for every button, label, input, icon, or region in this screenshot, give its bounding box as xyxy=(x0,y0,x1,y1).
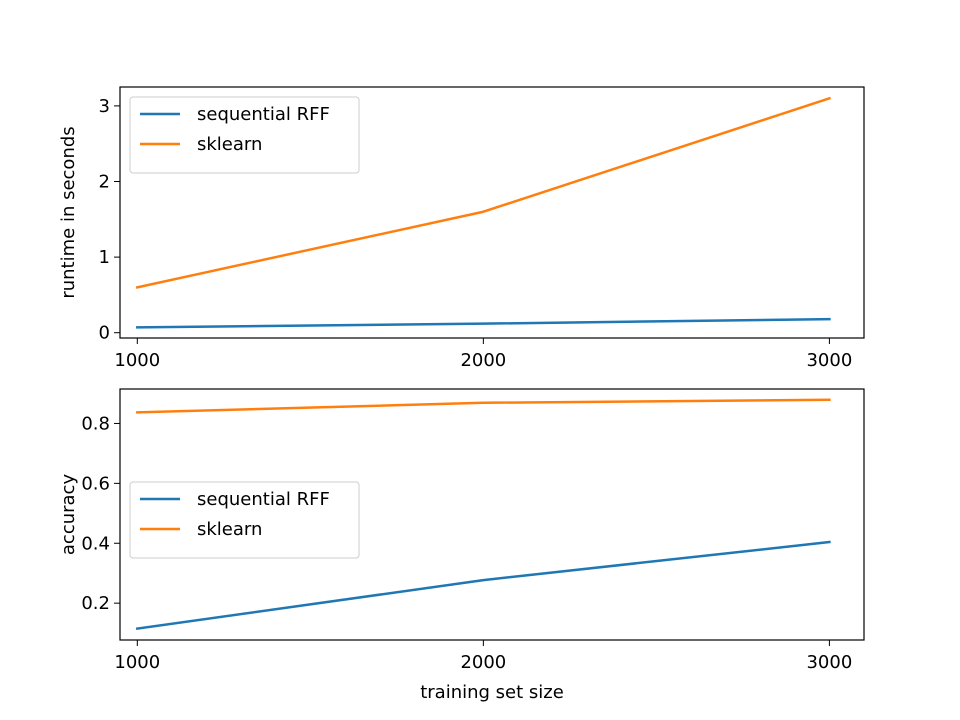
x-tick-label: 1000 xyxy=(114,652,160,673)
accuracy-subplot: 1000 2000 3000 0.2 0.4 0.6 0.8 accuracy training… xyxy=(58,388,865,703)
x-tick-label: 3000 xyxy=(806,652,852,673)
y-tick-label: 3 xyxy=(99,96,110,117)
legend-label-sequential-rff: sequential RFF xyxy=(197,489,330,510)
x-tick-label: 2000 xyxy=(460,350,506,371)
legend-label-sklearn: sklearn xyxy=(197,134,262,155)
axes-frame xyxy=(119,86,865,339)
x-axis-label: training set size xyxy=(420,682,564,703)
y-tick-label: 0.8 xyxy=(81,413,110,434)
legend: sequential RFF sklearn xyxy=(129,96,360,174)
legend-box xyxy=(129,96,360,174)
x-tick-label: 3000 xyxy=(806,350,852,371)
legend-label-sklearn: sklearn xyxy=(197,519,262,540)
y-tick-label: 0.2 xyxy=(81,593,110,614)
runtime-subplot: 1000 2000 3000 0 1 2 3 runtime in seconds sequen… xyxy=(58,86,865,371)
y-tick-label: 0 xyxy=(99,323,110,344)
legend-box xyxy=(129,481,360,559)
x-tick-label: 2000 xyxy=(460,652,506,673)
axes-frame xyxy=(119,388,865,641)
x-tick-label: 1000 xyxy=(114,350,160,371)
y-axis-label: accuracy xyxy=(58,474,79,556)
y-tick-label: 1 xyxy=(99,247,110,268)
legend-label-sequential-rff: sequential RFF xyxy=(197,104,330,125)
y-tick-label: 2 xyxy=(99,172,110,193)
y-axis-label: runtime in seconds xyxy=(58,126,79,298)
legend: sequential RFF sklearn xyxy=(129,481,360,559)
series-line-sequential-rff xyxy=(136,317,831,329)
y-tick-label: 0.4 xyxy=(81,533,110,554)
series-line-sklearn xyxy=(135,96,831,289)
series-line-sklearn xyxy=(136,398,831,414)
series-line-sequential-rff xyxy=(135,540,831,631)
y-tick-label: 0.6 xyxy=(81,473,110,494)
